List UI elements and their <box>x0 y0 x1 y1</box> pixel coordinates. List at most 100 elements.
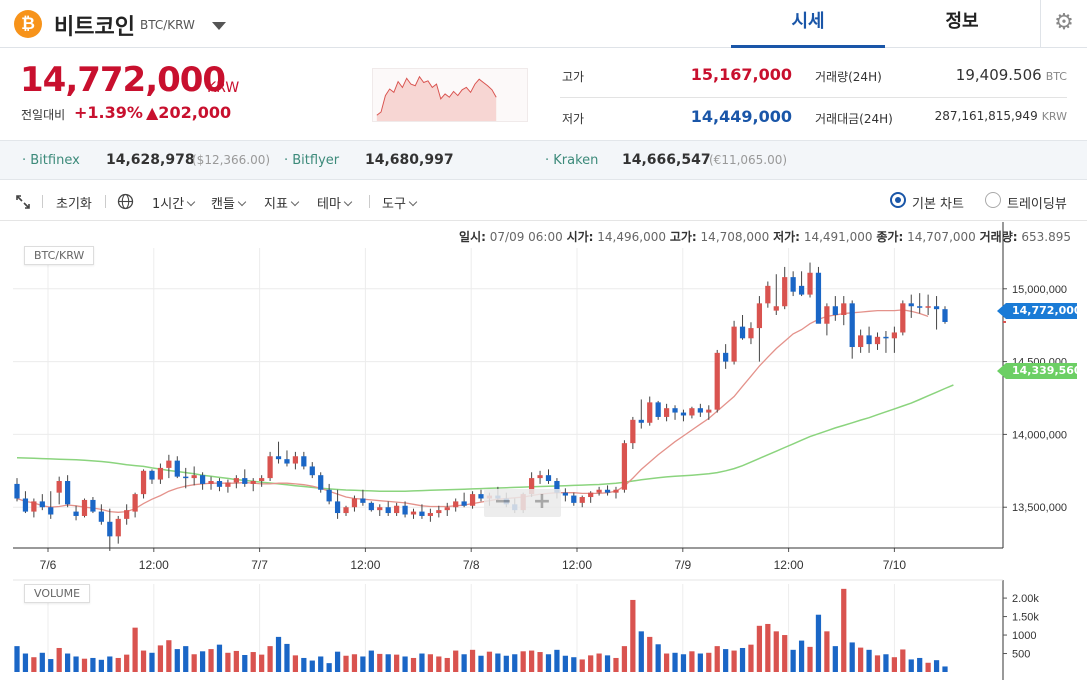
candle-body <box>140 470 147 495</box>
basic-chart-radio[interactable] <box>890 192 906 208</box>
volume-bar <box>124 654 130 672</box>
chevron-down-icon <box>237 197 247 207</box>
ma-price-tag: 14,339,560 <box>997 363 1082 379</box>
candle-body <box>933 306 940 310</box>
candle-body <box>638 419 644 423</box>
volume-bar <box>765 623 771 672</box>
candle-body <box>90 499 96 512</box>
theme-dropdown[interactable]: 테마 <box>317 193 353 212</box>
volume-24h: 19,409.506 BTC <box>900 66 1067 84</box>
candle-body <box>672 408 678 413</box>
ohlc-close: 14,707,000 <box>907 230 976 244</box>
expand-icon[interactable] <box>15 194 31 210</box>
volume-bar <box>199 651 206 672</box>
mini-chart-line <box>376 75 497 116</box>
volume-bar <box>410 657 417 672</box>
candle-body <box>444 507 450 511</box>
volume-bar <box>782 635 788 672</box>
volume-bar <box>655 644 661 672</box>
x-tick-label: 12:00 <box>562 558 592 572</box>
volume-bar <box>714 646 720 672</box>
candle-body <box>259 478 265 482</box>
tag-arrow-icon <box>997 303 1006 319</box>
volume-bar <box>427 654 433 672</box>
volume-bar <box>90 657 96 672</box>
reset-button[interactable]: 초기화 <box>56 197 92 212</box>
exchange-name-text: Kraken <box>553 153 599 168</box>
candle-body <box>267 456 273 479</box>
volume-bar <box>368 650 374 672</box>
zoom-out-button[interactable]: − <box>493 489 513 514</box>
globe-icon[interactable] <box>117 193 134 210</box>
indicators-dropdown[interactable]: 지표 <box>264 193 300 212</box>
ohlc-open: 14,496,000 <box>597 230 666 244</box>
volume-bar <box>900 649 906 672</box>
volume-bar <box>503 655 509 672</box>
volume-bar <box>613 657 619 672</box>
volume-bar <box>174 649 180 672</box>
volume-bar <box>292 655 299 672</box>
tradingview-radio[interactable] <box>985 192 1001 208</box>
candle-body <box>410 511 417 515</box>
candle-body <box>765 285 771 304</box>
volume-bar <box>461 654 467 672</box>
tradingview-label[interactable]: 트레이딩뷰 <box>1007 197 1067 212</box>
exchange-price-kraken: 14,666,547 <box>622 152 711 168</box>
tab-info[interactable]: 정보 <box>945 11 979 32</box>
volume-bar <box>301 657 307 672</box>
zoom-control: − + <box>484 489 561 517</box>
volume-bar <box>39 652 45 672</box>
candle-body <box>368 502 374 511</box>
ma-slow-line <box>16 384 954 492</box>
candle-body <box>849 303 855 348</box>
volume-bar <box>216 644 223 672</box>
candle-body <box>98 511 104 522</box>
volume-bar <box>562 655 568 672</box>
current-price: 14,772,000 <box>20 60 226 100</box>
candles-dropdown[interactable]: 캔들 <box>211 193 247 212</box>
candle-body <box>891 332 897 339</box>
settings-button[interactable]: ⚙ <box>1040 0 1087 48</box>
volume-bar <box>858 647 864 672</box>
coin-pair[interactable]: BTC/KRW <box>140 18 195 32</box>
volume-bar <box>663 653 670 672</box>
volume-bar <box>242 655 248 672</box>
candle-body <box>579 497 585 503</box>
value-unit: KRW <box>1041 110 1067 123</box>
basic-chart-label[interactable]: 기본 차트 <box>912 197 964 212</box>
coin-name[interactable]: 비트코인 <box>54 15 135 40</box>
volume-bar <box>815 614 822 672</box>
x-tick-label: 7/7 <box>251 558 268 572</box>
volume-bar <box>377 653 383 672</box>
chart-area[interactable]: 15,000,00014,500,00014,000,00013,500,000… <box>0 222 1087 680</box>
volume-bar <box>739 647 746 672</box>
volume-bar <box>309 660 315 672</box>
candle-body <box>394 505 400 514</box>
candle-body <box>22 498 29 512</box>
candlestick-chart[interactable]: 15,000,00014,500,00014,000,00013,500,000… <box>0 222 1087 680</box>
volume-bar <box>14 646 20 672</box>
candle-body <box>613 489 619 493</box>
candle-body <box>554 481 560 493</box>
indicators-label: 지표 <box>264 197 288 212</box>
price-summary: 14,772,000 KRW 전일대비 +1.39% ▲202,000 고가 1… <box>0 48 1087 140</box>
current-price-unit: KRW <box>207 80 240 96</box>
volume-bar <box>267 646 273 672</box>
ohlc-high-label: 고가: <box>669 230 697 244</box>
volume-bar <box>48 659 54 672</box>
candle-body <box>149 470 155 480</box>
candle-body <box>790 277 796 292</box>
volume-bar <box>942 666 948 672</box>
x-tick-label: 7/9 <box>674 558 691 572</box>
tab-price[interactable]: 시세 <box>731 0 885 48</box>
zoom-in-button[interactable]: + <box>532 489 552 514</box>
volume-bar <box>208 649 214 672</box>
ohlc-low: 14,491,000 <box>803 230 873 244</box>
volume-bar <box>866 649 872 672</box>
candle-body <box>453 501 459 508</box>
interval-dropdown[interactable]: 1시간 <box>152 193 196 212</box>
candle-body <box>208 481 214 484</box>
tools-dropdown[interactable]: 도구 <box>382 193 418 212</box>
coin-dropdown-caret-icon[interactable] <box>212 22 226 30</box>
volume-bar <box>334 651 341 672</box>
